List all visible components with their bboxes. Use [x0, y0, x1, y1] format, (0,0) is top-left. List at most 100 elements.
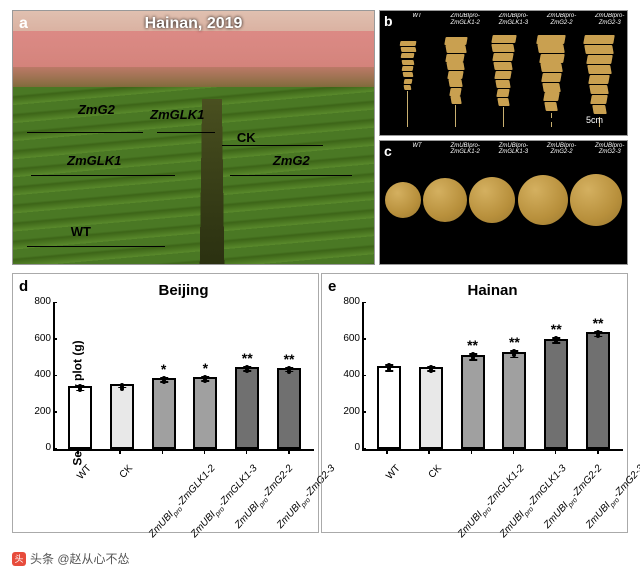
chart-beijing: dBeijingSeed yield per plot (g)020040060…	[12, 273, 319, 533]
panicle-label: ZmUBIpro- ZmGLK1-2	[443, 13, 487, 26]
y-tick: 800	[334, 296, 360, 307]
panel-a-region-label: CK	[237, 130, 256, 145]
panel-a-path	[199, 99, 223, 265]
scalebar-text: 5cm	[586, 115, 603, 125]
toutiao-icon: 头	[12, 552, 26, 566]
y-tick: 600	[25, 333, 51, 344]
y-tick: 200	[334, 406, 360, 417]
grain-pile	[385, 182, 421, 218]
bar: **	[461, 355, 485, 449]
plot-area: 0200400600800******	[53, 303, 314, 451]
x-tick: ZmUBIpro-ZmG2-2	[544, 451, 568, 531]
panel-a-netting	[13, 31, 374, 87]
significance-mark: **	[284, 351, 295, 367]
bar: **	[586, 332, 610, 449]
panel-a-field-photo: a Hainan, 2019 ZmG2 ZmGLK1 CK ZmGLK1 ZmG2 WT	[12, 10, 375, 265]
significance-mark: **	[509, 334, 520, 350]
data-points	[287, 367, 291, 373]
panel-a-letter: a	[19, 15, 28, 33]
panel-a-region-label: ZmGLK1	[150, 107, 204, 122]
grain-pile	[518, 175, 568, 225]
grain-pile	[469, 177, 515, 223]
y-tick: 600	[334, 333, 360, 344]
bar	[377, 366, 401, 449]
x-tick: ZmUBIpro-ZmGLK1-3	[193, 451, 217, 531]
grain-label: ZmUBIpro- ZmG2-3	[587, 143, 631, 156]
panel-a-divider-line	[230, 175, 353, 176]
panel-a-title: Hainan, 2019	[145, 15, 243, 33]
x-tick: WT	[375, 451, 399, 531]
panicle	[394, 41, 423, 127]
x-tick: ZmUBIpro-ZmGLK1-2	[150, 451, 174, 531]
bar: **	[235, 367, 259, 449]
panicle	[537, 35, 566, 127]
top-row: a Hainan, 2019 ZmG2ZmGLK1CKZmGLK1ZmG2WT …	[12, 10, 628, 265]
data-points	[471, 353, 475, 359]
y-tick: 400	[334, 369, 360, 380]
chart-letter: e	[328, 278, 336, 295]
bar	[110, 384, 134, 449]
panicle-label: ZmUBIpro- ZmG2-2	[539, 13, 583, 26]
panel-a-divider-line	[27, 132, 143, 133]
x-tick: ZmUBIpro-ZmGLK1-3	[502, 451, 526, 531]
panel-a-region-label: WT	[71, 224, 91, 239]
bar: *	[152, 378, 176, 449]
x-tick: ZmUBIpro-ZmG2-3	[586, 451, 610, 531]
panicle-label: ZmUBIpro- ZmGLK1-3	[491, 13, 535, 26]
panel-a-divider-line	[31, 175, 175, 176]
panel-c-letter: c	[384, 143, 392, 159]
x-tick: ZmUBIpro-ZmGLK1-2	[459, 451, 483, 531]
significance-mark: **	[242, 350, 253, 366]
figure-container: a Hainan, 2019 ZmG2ZmGLK1CKZmGLK1ZmG2WT …	[0, 0, 640, 540]
bottom-row: dBeijingSeed yield per plot (g)020040060…	[12, 273, 628, 533]
chart-title: Beijing	[53, 282, 314, 299]
grain-label: ZmUBIpro- ZmG2-2	[539, 143, 583, 156]
bar: **	[544, 339, 568, 449]
bar: *	[193, 377, 217, 449]
grain-label: WT	[395, 143, 439, 150]
significance-mark: *	[203, 360, 208, 376]
data-points	[203, 376, 207, 382]
data-points	[554, 337, 558, 343]
panel-a-region-label: ZmG2	[78, 102, 115, 117]
y-tick: 800	[25, 296, 51, 307]
panicle	[441, 37, 470, 127]
footer-text: 头条 @赵从心不怂	[30, 550, 130, 567]
x-tick: CK	[108, 451, 132, 531]
x-labels: WTCKZmUBIpro-ZmGLK1-2ZmUBIpro-ZmGLK1-3Zm…	[362, 451, 623, 531]
panel-b-panicles: b 5cm WTZmUBIpro- ZmGLK1-2ZmUBIpro- ZmGL…	[379, 10, 628, 136]
y-tick: 200	[25, 406, 51, 417]
panel-bc-column: b 5cm WT ZmUBIpro- ZmGLK1-2 ZmUBIpro- ZmGL…	[379, 10, 628, 265]
chart-title: Hainan	[362, 282, 623, 299]
panel-a-region-label: ZmGLK1	[67, 153, 121, 168]
data-points	[596, 331, 600, 337]
bars-group: ********	[364, 303, 623, 449]
chart-letter: d	[19, 278, 28, 295]
x-tick: ZmUBIpro-ZmG2-2	[235, 451, 259, 531]
data-points	[387, 364, 391, 370]
panicle	[489, 35, 518, 127]
panel-c-grain-piles: c WTZmUBIpro- ZmGLK1-2ZmUBIpro- ZmGLK1-3…	[379, 140, 628, 266]
panel-b-letter: b	[384, 13, 393, 29]
panel-a-divider-line	[27, 246, 164, 247]
bar: **	[502, 352, 526, 449]
footer-attribution: 头 头条 @赵从心不怂	[12, 550, 130, 567]
significance-mark: **	[467, 337, 478, 353]
significance-mark: **	[593, 315, 604, 331]
x-labels: WTCK ZmUBIpro-ZmGLK1-2 ZmUBIpro-ZmGLK1-3 Zm…	[53, 451, 314, 531]
significance-mark: *	[161, 361, 166, 377]
bar	[419, 367, 443, 449]
y-tick: 0	[334, 442, 360, 453]
grain-label: ZmUBIpro- ZmGLK1-3	[491, 143, 535, 156]
bar: **	[277, 368, 301, 449]
data-points	[245, 366, 249, 372]
scalebar-line	[547, 118, 583, 122]
panicle	[585, 35, 614, 127]
data-points	[429, 366, 433, 372]
y-tick: 400	[25, 369, 51, 380]
data-points	[162, 377, 166, 383]
panel-a-region-label: ZmG2	[273, 153, 310, 168]
data-points	[120, 384, 124, 390]
x-tick: ZmUBIpro-ZmG2-3	[277, 451, 301, 531]
x-tick: WT	[66, 451, 90, 531]
